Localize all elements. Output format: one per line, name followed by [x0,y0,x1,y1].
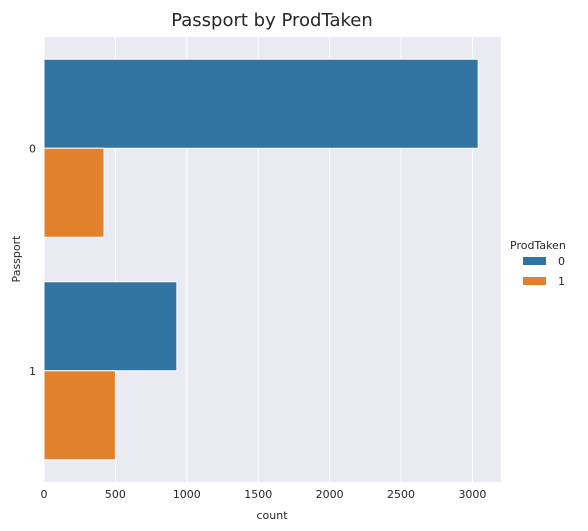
x-tick-label: 1000 [173,488,201,501]
x-tick-label: 500 [105,488,126,501]
legend-title: ProdTaken [510,239,566,252]
x-tick-label: 2000 [316,488,344,501]
y-tick-labels: 01 [29,142,36,378]
bar-passport-0-prodtaken-0 [43,58,479,149]
y-tick-label: 1 [29,365,36,378]
x-tick-label: 2500 [387,488,415,501]
x-tick-labels: 0 500 1000 1500 2000 2500 3000 [41,488,487,501]
x-tick-label: 3000 [458,488,486,501]
legend-items: 01 [523,255,565,288]
bars [43,58,479,461]
bar-passport-0-prodtaken-1 [43,147,105,238]
y-tick-label: 0 [29,142,36,155]
chart-title: Passport by ProdTaken [171,10,373,31]
bar-passport-1-prodtaken-0 [43,281,178,372]
x-tick-label: 0 [41,488,48,501]
y-axis-label: Passport [10,235,23,283]
x-tick-label: 1500 [244,488,272,501]
legend-label: 0 [558,255,565,268]
x-axis-label: count [256,509,288,522]
legend: ProdTaken 01 [510,239,566,288]
legend-label: 1 [558,275,565,288]
legend-swatch [523,257,546,265]
bar-passport-1-prodtaken-1 [43,370,116,461]
legend-swatch [523,277,546,285]
